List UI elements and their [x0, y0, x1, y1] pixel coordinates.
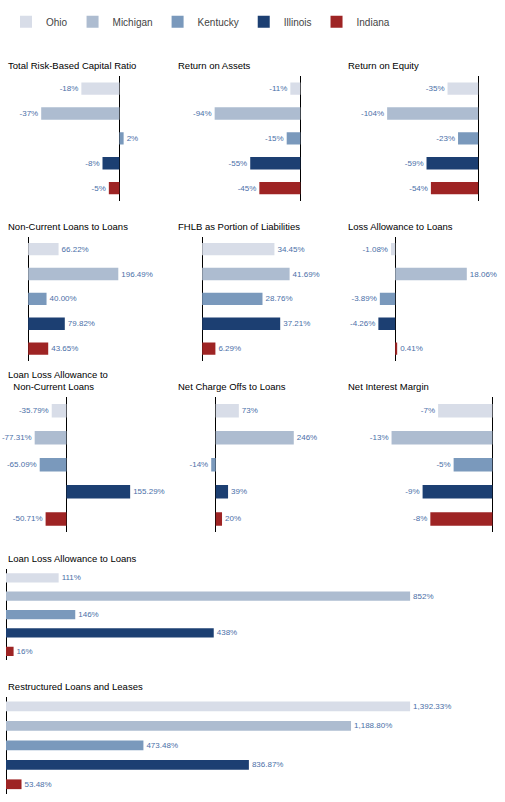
svg-text:-37%: -37% [20, 109, 39, 118]
svg-text:473.48%: 473.48% [146, 741, 178, 750]
svg-text:111%: 111% [62, 573, 81, 582]
svg-text:-5%: -5% [92, 184, 106, 193]
svg-text:Net Interest Margin: Net Interest Margin [348, 381, 429, 392]
svg-text:-77.31%: -77.31% [2, 433, 32, 442]
svg-text:Total Risk-Based Capital Ratio: Total Risk-Based Capital Ratio [8, 60, 136, 71]
svg-text:53.48%: 53.48% [25, 780, 52, 789]
svg-text:-35.79%: -35.79% [19, 406, 49, 415]
svg-text:6.29%: 6.29% [218, 344, 241, 353]
svg-text:-23%: -23% [436, 134, 455, 143]
svg-text:79.82%: 79.82% [68, 319, 95, 328]
svg-text:20%: 20% [225, 514, 241, 523]
svg-text:-65.09%: -65.09% [7, 460, 37, 469]
svg-text:Non-Current Loans to Loans: Non-Current Loans to Loans [8, 221, 128, 232]
svg-text:1,188.80%: 1,188.80% [354, 721, 392, 730]
svg-text:-3.89%: -3.89% [351, 294, 376, 303]
svg-text:Return on Equity: Return on Equity [348, 60, 419, 71]
svg-text:-18%: -18% [60, 84, 79, 93]
svg-text:Net Charge Offs to Loans: Net Charge Offs to Loans [178, 381, 286, 392]
svg-text:155.29%: 155.29% [133, 487, 165, 496]
svg-text:-5%: -5% [436, 460, 450, 469]
svg-text:-55%: -55% [229, 159, 248, 168]
svg-text:Indiana: Indiana [357, 17, 390, 28]
svg-text:-11%: -11% [269, 84, 287, 93]
svg-text:43.65%: 43.65% [51, 344, 78, 353]
svg-text:0.41%: 0.41% [400, 344, 423, 353]
svg-text:Illinois: Illinois [284, 17, 312, 28]
svg-text:Restructured Loans and Leases: Restructured Loans and Leases [8, 681, 143, 692]
svg-text:-1.08%: -1.08% [363, 245, 388, 254]
svg-text:40.00%: 40.00% [50, 294, 77, 303]
svg-text:-14%: -14% [190, 460, 209, 469]
svg-text:16%: 16% [17, 647, 33, 656]
svg-text:1,392.33%: 1,392.33% [413, 702, 451, 711]
svg-text:836.87%: 836.87% [252, 760, 284, 769]
svg-text:Ohio: Ohio [46, 17, 68, 28]
svg-text:18.06%: 18.06% [470, 270, 497, 279]
svg-text:Loan Loss Allowance to Loans: Loan Loss Allowance to Loans [8, 553, 137, 564]
svg-text:Kentucky: Kentucky [198, 17, 239, 28]
svg-text:Loss Allowance to Loans: Loss Allowance to Loans [348, 221, 453, 232]
svg-text:Michigan: Michigan [113, 17, 153, 28]
svg-text:28.76%: 28.76% [265, 294, 292, 303]
svg-text:-54%: -54% [409, 184, 428, 193]
svg-text:-8%: -8% [413, 514, 427, 523]
svg-text:-13%: -13% [370, 433, 389, 442]
svg-text:-15%: -15% [265, 134, 284, 143]
svg-text:-94%: -94% [193, 109, 212, 118]
svg-text:-104%: -104% [361, 109, 384, 118]
svg-text:FHLB as Portion of Liabilities: FHLB as Portion of Liabilities [178, 221, 300, 232]
svg-text:-59%: -59% [405, 159, 424, 168]
svg-text:73%: 73% [242, 406, 258, 415]
svg-text:Return on Assets: Return on Assets [178, 60, 251, 71]
svg-text:66.22%: 66.22% [62, 245, 89, 254]
svg-text:-50.71%: -50.71% [13, 514, 43, 523]
svg-text:246%: 246% [297, 433, 317, 442]
svg-text:-35%: -35% [426, 84, 445, 93]
svg-text:-7%: -7% [421, 406, 435, 415]
svg-text:-8%: -8% [85, 159, 99, 168]
svg-text:146%: 146% [78, 610, 98, 619]
svg-text:37.21%: 37.21% [283, 319, 310, 328]
svg-text:196.49%: 196.49% [121, 270, 153, 279]
svg-text:41.69%: 41.69% [293, 270, 320, 279]
svg-text:-9%: -9% [405, 487, 419, 496]
svg-text:-45%: -45% [238, 184, 257, 193]
svg-text:-4.26%: -4.26% [350, 319, 375, 328]
svg-text:34.45%: 34.45% [277, 245, 304, 254]
svg-text:Loan Loss Allowance to Non-Cu: Loan Loss Allowance to Non-Current Loans [8, 369, 108, 392]
svg-text:2%: 2% [127, 134, 139, 143]
svg-text:39%: 39% [231, 487, 247, 496]
svg-text:438%: 438% [217, 628, 237, 637]
svg-text:852%: 852% [413, 592, 433, 601]
